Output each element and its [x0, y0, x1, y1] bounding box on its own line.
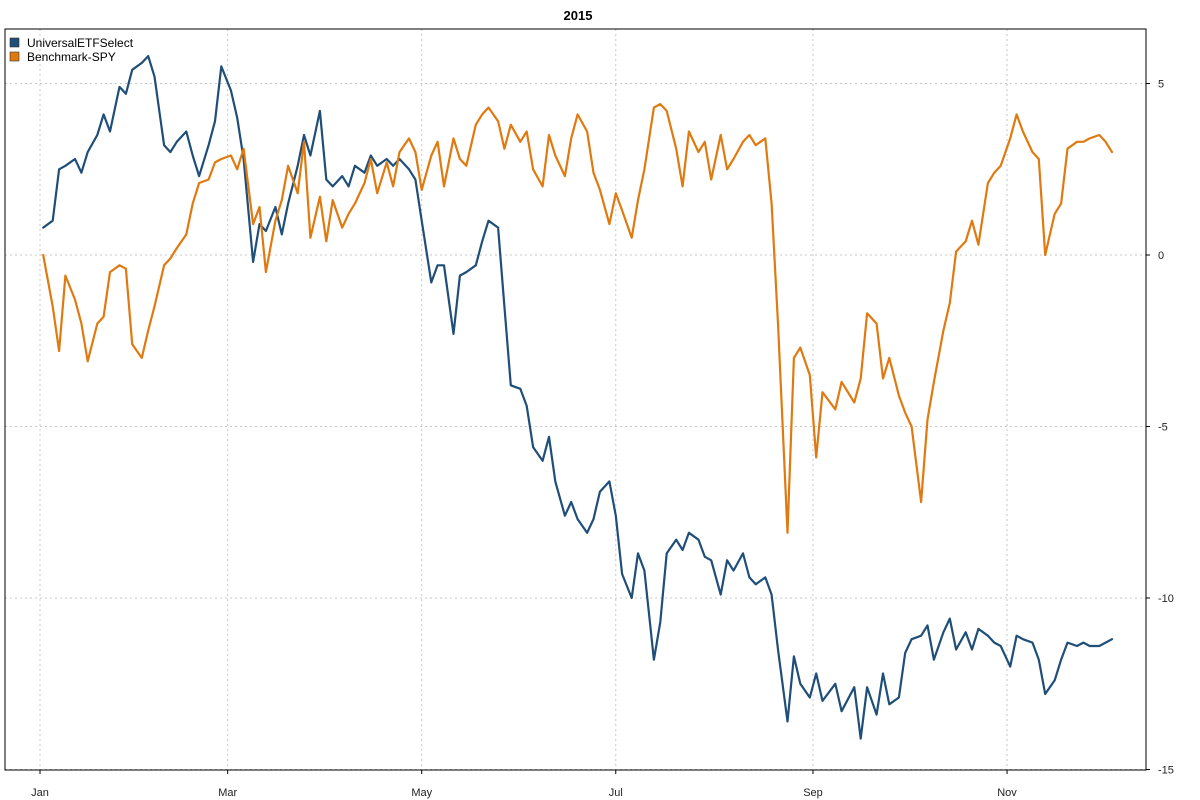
series-lines — [42, 54, 1114, 740]
y-tick-label: 0 — [1158, 250, 1164, 262]
x-tick-label: Nov — [997, 787, 1017, 799]
legend-swatch — [9, 51, 20, 62]
legend-label: Benchmark-SPY — [27, 50, 116, 64]
series-line-universaletfselect — [42, 54, 1114, 740]
x-tick-label: Jul — [609, 787, 623, 799]
y-tick-label: -5 — [1158, 422, 1168, 434]
plot-frame — [4, 28, 1147, 771]
y-tick-label: 5 — [1158, 79, 1164, 91]
y-tick-label: -10 — [1158, 593, 1174, 605]
x-tick-label: Sep — [803, 787, 823, 799]
axes: Jan Mar May Jul Sep Nov 5 0 -5 -10 -15 — [31, 79, 1174, 800]
x-tick-label: May — [411, 787, 432, 799]
legend-label: UniversalETFSelect — [27, 36, 134, 50]
legend-swatch — [9, 37, 20, 48]
series-line-benchmark-spy — [42, 102, 1114, 534]
x-tick-label: Jan — [31, 787, 49, 799]
chart-title: 2015 — [564, 8, 593, 23]
x-tick-label: Mar — [218, 787, 237, 799]
y-tick-label: -15 — [1158, 765, 1174, 777]
